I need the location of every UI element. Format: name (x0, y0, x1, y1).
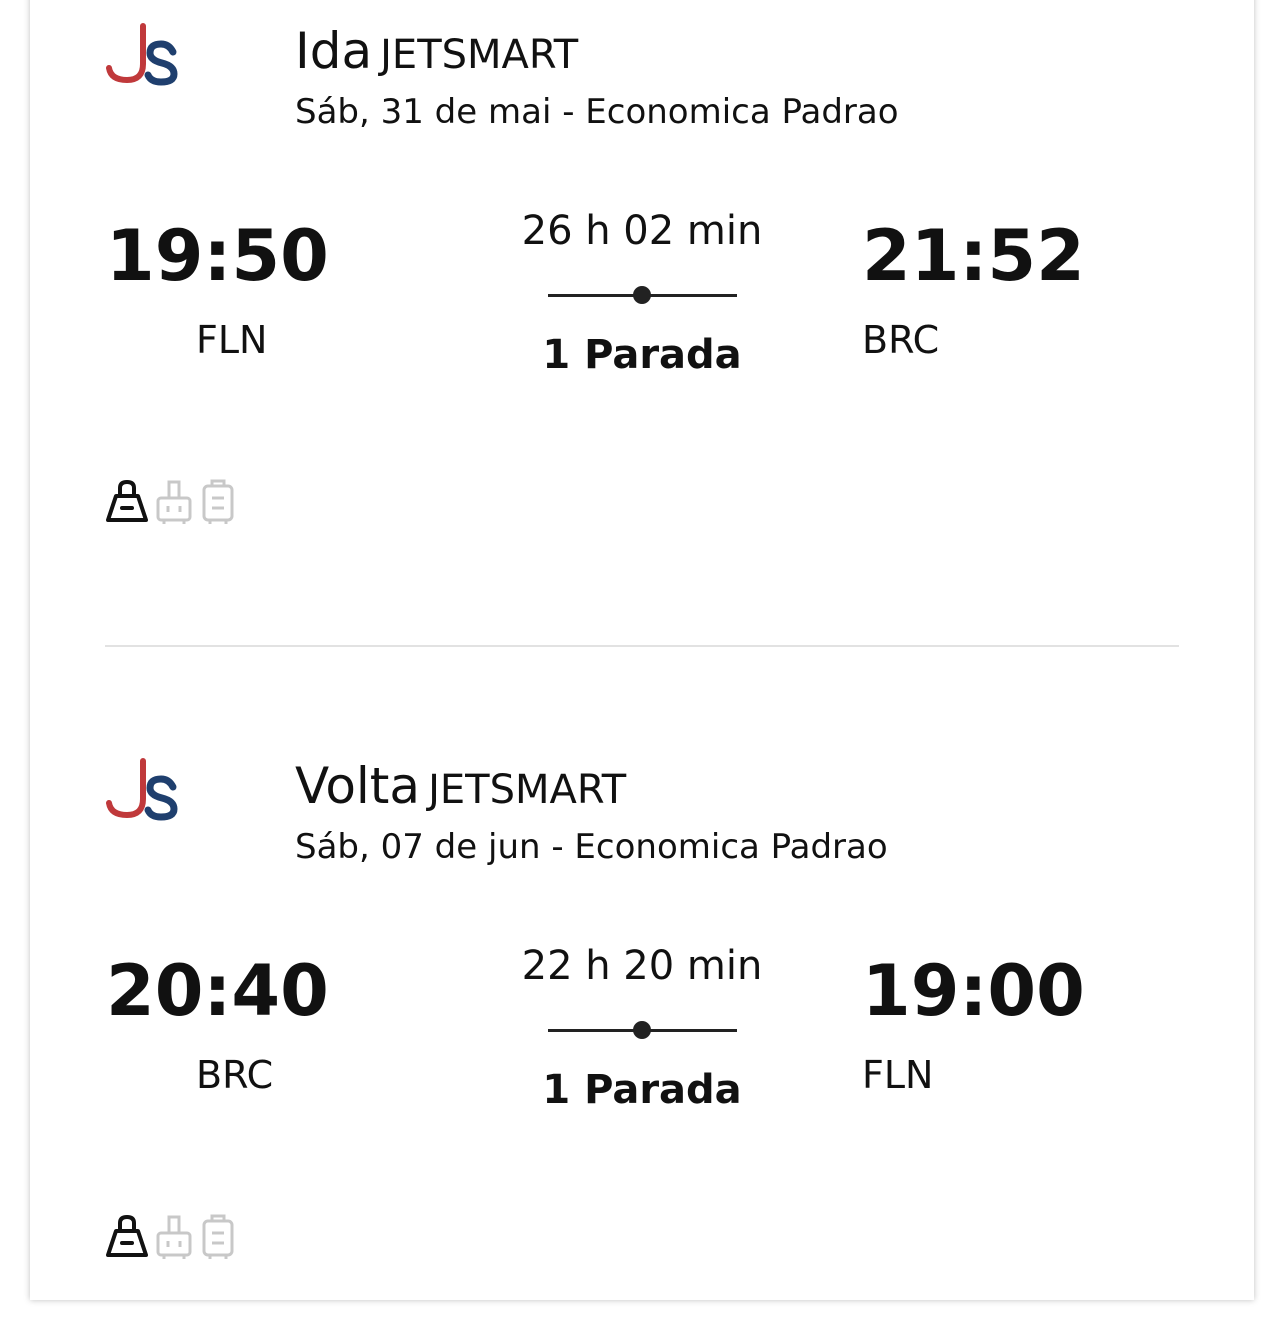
stop-dot (633, 1021, 651, 1039)
stop-dot (633, 286, 651, 304)
departure-time: 20:40 (106, 950, 329, 1032)
airline-name: JETSMART (428, 767, 627, 813)
personal-bag-icon (106, 1214, 148, 1257)
direction-label: Ida (295, 22, 373, 80)
checked-bag-icon (202, 479, 234, 524)
stops-count: 1 Parada (542, 1067, 742, 1113)
checked-bag-icon (202, 1214, 234, 1259)
departure-airport: FLN (196, 318, 268, 362)
carry-on-icon (156, 480, 192, 524)
arrival-airport: FLN (862, 1053, 934, 1097)
stops-count: 1 Parada (542, 332, 742, 378)
departure-time: 19:50 (106, 215, 329, 297)
carry-on-icon (156, 1215, 192, 1259)
flight-duration: 22 h 20 min (521, 943, 763, 989)
flight-duration: 26 h 02 min (521, 208, 763, 254)
departure-airport: BRC (196, 1053, 274, 1097)
flight-card (30, 0, 1254, 1300)
arrival-time: 19:00 (862, 950, 1085, 1032)
segment-outbound: Ida JETSMART Sáb, 31 de mai - Economica P… (0, 0, 1284, 600)
arrival-airport: BRC (862, 318, 940, 362)
direction-label: Volta (295, 757, 421, 815)
segment-return: Volta JETSMART Sáb, 07 de jun - Economica… (0, 735, 1284, 1335)
airline-name: JETSMART (380, 32, 579, 78)
date-class: Sáb, 07 de jun - Economica Padrao (295, 827, 888, 867)
baggage-icons (104, 1213, 238, 1261)
baggage-icons (104, 478, 238, 526)
date-class: Sáb, 31 de mai - Economica Padrao (295, 92, 899, 132)
jetsmart-logo (106, 23, 178, 86)
segment-divider (105, 645, 1179, 647)
personal-bag-icon (106, 479, 148, 522)
jetsmart-logo (106, 758, 178, 821)
arrival-time: 21:52 (862, 215, 1085, 297)
